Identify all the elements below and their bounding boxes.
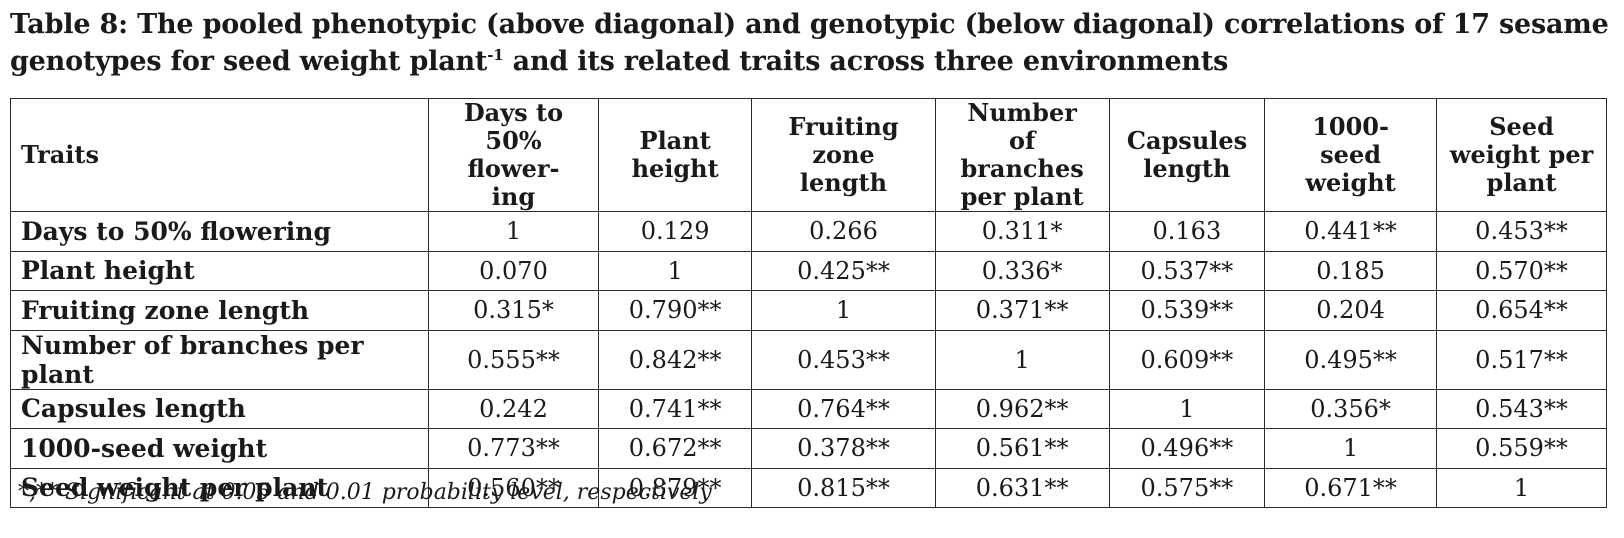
table-cell: 0.764** [751, 388, 936, 429]
table-cell: 0.570** [1436, 250, 1607, 291]
column-header-capsules-length: Capsules length [1108, 98, 1266, 212]
table-cell: 0.163 [1108, 211, 1266, 252]
table-cell: 1 [934, 329, 1110, 390]
table-cell: 0.539** [1108, 290, 1266, 331]
row-label: Seed weight per plant [9, 467, 430, 508]
table-cell: 0.517** [1436, 329, 1607, 390]
row-label: Capsules length [9, 388, 430, 429]
column-header-label: 1000-seed weight [1305, 112, 1396, 197]
table-row: Number of branches per plant 0.555** 0.8… [9, 329, 1607, 390]
table-cell: 1 [1436, 467, 1607, 508]
table-cell: 0.453** [1436, 211, 1607, 252]
caption-text-end: and its related traits across three envi… [503, 46, 1229, 77]
table-caption: Table 8: The pooled phenotypic (above di… [10, 6, 1614, 80]
table-cell: 0.336* [934, 250, 1110, 291]
column-header-label: Fruiting zone length [788, 112, 899, 197]
table-cell: 0.543** [1436, 388, 1607, 429]
table-row: Seed weight per plant 0.560** 0.879** 0.… [9, 467, 1607, 508]
table-cell: 0.561** [934, 428, 1110, 469]
table-cell: 0.773** [428, 428, 599, 469]
column-header-plant-height: Plant height [597, 98, 753, 212]
table-cell: 0.671** [1264, 467, 1438, 508]
column-header-label: Days to 50% flower-ing [463, 98, 564, 211]
table-cell: 0.672** [597, 428, 753, 469]
table-cell: 0.879** [597, 467, 753, 508]
table-cell: 0.559** [1436, 428, 1607, 469]
table-cell: 0.129 [597, 211, 753, 252]
table-row: Days to 50% flowering 1 0.129 0.266 0.31… [9, 211, 1607, 252]
table-cell: 1 [751, 290, 936, 331]
column-header-days-to-flowering: Days to 50% flower-ing [428, 98, 599, 212]
table-cell: 0.311* [934, 211, 1110, 252]
table-cell: 0.356* [1264, 388, 1438, 429]
table-cell: 0.070 [428, 250, 599, 291]
column-header-seed-weight-per-plant: Seed weight per plant [1436, 98, 1607, 212]
table-row: Fruiting zone length 0.315* 0.790** 1 0.… [9, 290, 1607, 331]
table-cell: 0.266 [751, 211, 936, 252]
table-row: Plant height 0.070 1 0.425** 0.336* 0.53… [9, 250, 1607, 291]
table-footnote: *,** Significant at 0.05 and 0.01 probab… [18, 480, 712, 505]
table-cell: 0.204 [1264, 290, 1438, 331]
column-header-label: Plant height [631, 126, 719, 183]
column-header-1000-seed-weight: 1000-seed weight [1264, 98, 1438, 212]
table-cell: 0.790** [597, 290, 753, 331]
table-cell: 0.962** [934, 388, 1110, 429]
row-label: Days to 50% flowering [9, 211, 430, 252]
table-cell: 0.453** [751, 329, 936, 390]
header-row: Traits Days to 50% flower-ing Plant heig… [9, 98, 1607, 212]
table-cell: 1 [597, 250, 753, 291]
table-cell: 0.842** [597, 329, 753, 390]
column-header-number-of-branches: Number of branches per plant [934, 98, 1110, 212]
table-cell: 0.575** [1108, 467, 1266, 508]
caption-superscript: -1 [487, 46, 504, 64]
table-cell: 0.815** [751, 467, 936, 508]
column-header-traits: Traits [9, 98, 430, 212]
table-cell: 0.441** [1264, 211, 1438, 252]
table-cell: 0.631** [934, 467, 1110, 508]
table-cell: 0.537** [1108, 250, 1266, 291]
table-cell: 1 [1108, 388, 1266, 429]
table-cell: 0.242 [428, 388, 599, 429]
column-header-label: Seed weight per plant [1449, 112, 1594, 197]
table-cell: 0.609** [1108, 329, 1266, 390]
table-cell: 0.496** [1108, 428, 1266, 469]
row-label: Number of branches per plant [9, 329, 430, 390]
table-cell: 0.315* [428, 290, 599, 331]
table-row: 1000-seed weight 0.773** 0.672** 0.378**… [9, 428, 1607, 469]
caption-text: Table 8: The pooled phenotypic (above di… [10, 9, 1609, 77]
column-header-fruiting-zone-length: Fruiting zone length [751, 98, 936, 212]
row-label: Fruiting zone length [9, 290, 430, 331]
column-header-label: Number of branches per plant [960, 98, 1084, 211]
table-cell: 0.185 [1264, 250, 1438, 291]
correlation-table: Traits Days to 50% flower-ing Plant heig… [9, 98, 1607, 508]
table-cell: 0.741** [597, 388, 753, 429]
table-row: Capsules length 0.242 0.741** 0.764** 0.… [9, 388, 1607, 429]
table-cell: 1 [428, 211, 599, 252]
table-cell: 0.495** [1264, 329, 1438, 390]
row-label: Plant height [9, 250, 430, 291]
row-label: 1000-seed weight [9, 428, 430, 469]
column-header-label: Capsules length [1126, 126, 1248, 183]
table-cell: 0.425** [751, 250, 936, 291]
table-cell: 0.654** [1436, 290, 1607, 331]
table-cell: 1 [1264, 428, 1438, 469]
table-cell: 0.555** [428, 329, 599, 390]
table-cell: 0.371** [934, 290, 1110, 331]
table-cell: 0.378** [751, 428, 936, 469]
